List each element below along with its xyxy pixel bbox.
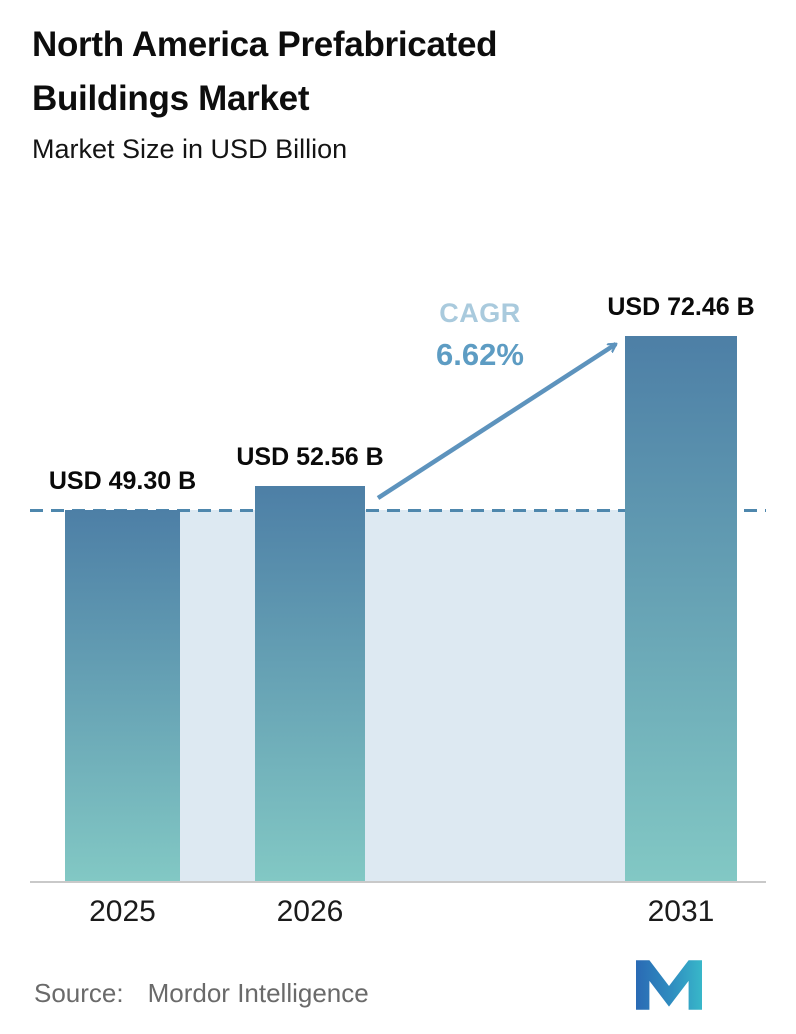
cagr-label: CAGR	[439, 298, 521, 328]
bar-2031	[625, 335, 737, 881]
bar-2026	[255, 485, 365, 881]
bar-group: USD 52.56 B 2026	[236, 204, 383, 928]
plot-area: USD 49.30 B 2025 USD 52.56 B 2026 USD 72…	[30, 204, 766, 928]
source-attribution: Source: Mordor Intelligence	[34, 978, 369, 1009]
source-label: Source:	[34, 978, 124, 1008]
chart-header: North America Prefabricated Buildings Ma…	[32, 18, 632, 165]
chart-title: North America Prefabricated Buildings Ma…	[32, 25, 498, 118]
bar-group: USD 49.30 B 2025	[49, 204, 196, 928]
chart-subtitle: Market Size in USD Billion	[32, 134, 348, 164]
cagr-value: 6.62%	[436, 337, 524, 372]
cagr-annotation: CAGR 6.62%	[400, 298, 560, 373]
bar-2025	[65, 510, 180, 881]
x-axis-label: 2026	[276, 895, 344, 928]
x-axis-label: 2031	[647, 895, 715, 928]
bar-value-label: USD 49.30 B	[48, 467, 197, 496]
x-axis-label: 2025	[89, 895, 156, 928]
source-value: Mordor Intelligence	[147, 978, 369, 1008]
mordor-intelligence-logo-icon	[636, 960, 702, 1010]
bar-group: USD 72.46 B 2031	[607, 204, 754, 928]
bar-value-label: USD 72.46 B	[607, 292, 755, 321]
reference-dashed-line	[30, 509, 766, 513]
bar-value-label: USD 52.56 B	[236, 442, 384, 471]
